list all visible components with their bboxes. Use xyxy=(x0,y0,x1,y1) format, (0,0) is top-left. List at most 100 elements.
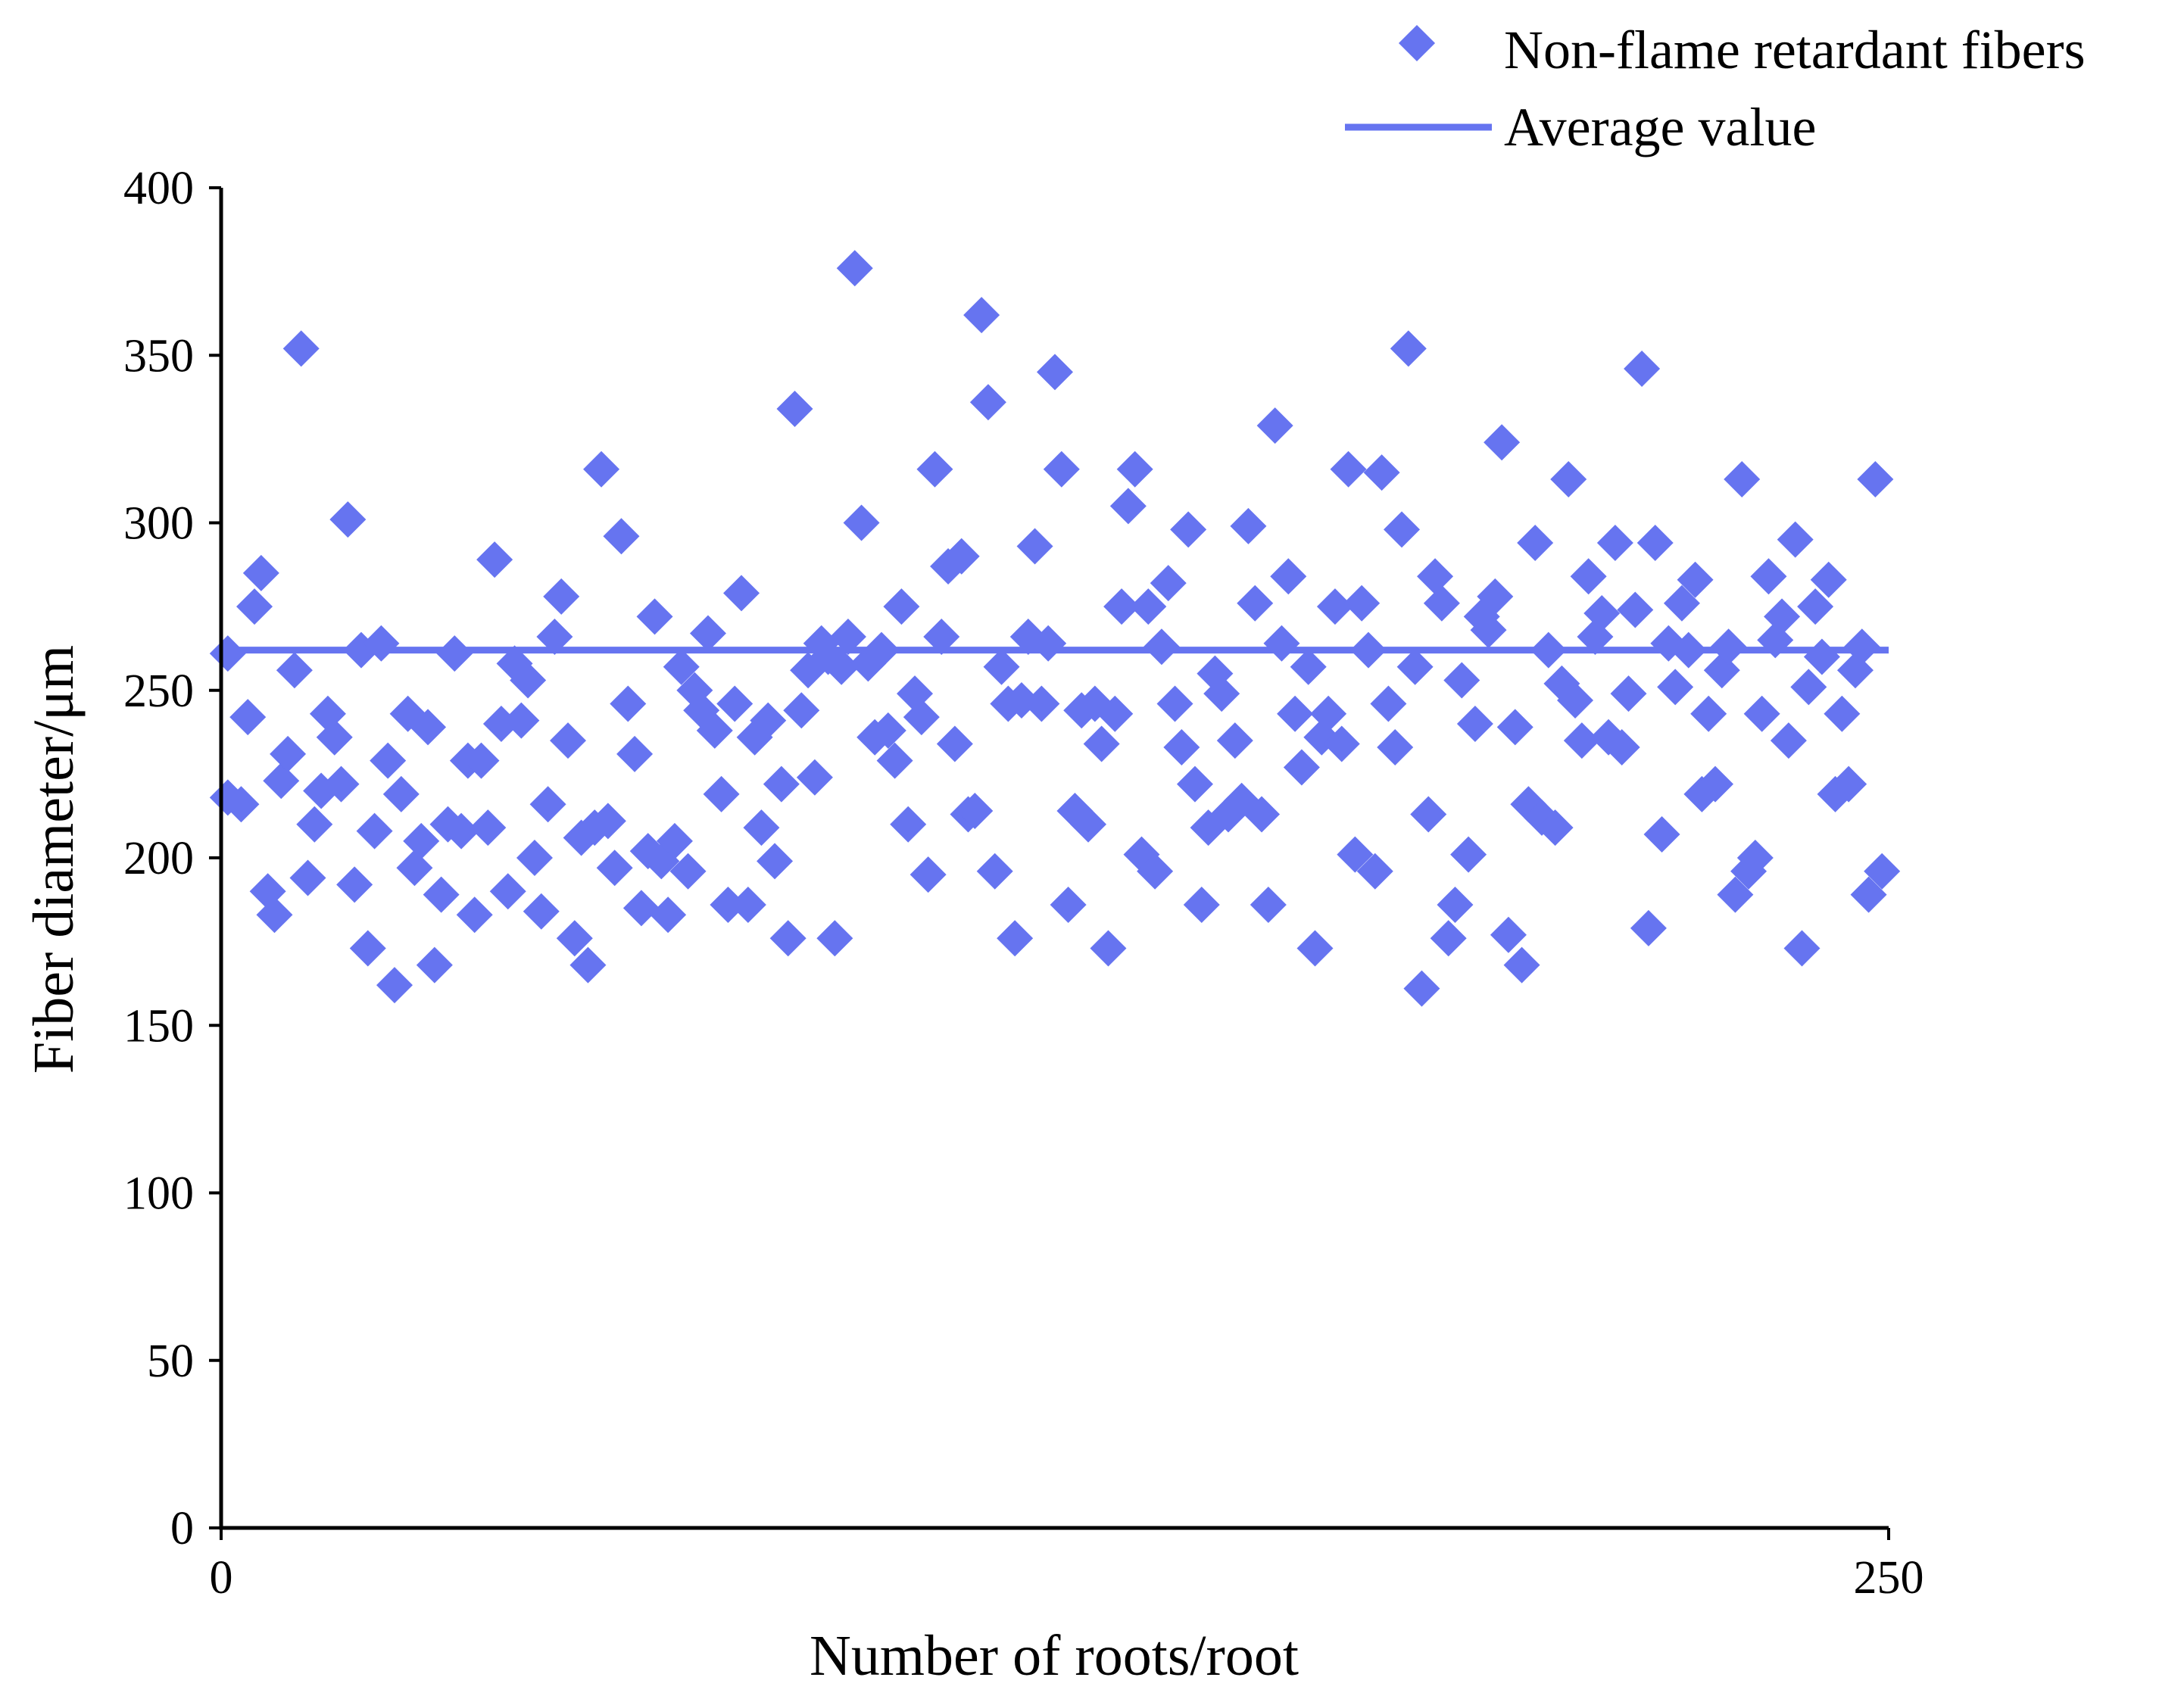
data-point-diamond xyxy=(1810,561,1847,598)
data-point-diamond xyxy=(656,822,693,859)
data-point-diamond xyxy=(236,588,273,625)
data-point-diamond xyxy=(890,806,927,843)
data-point-diamond xyxy=(1603,728,1640,765)
data-point-diamond xyxy=(816,920,853,957)
data-point-diamond xyxy=(1256,407,1293,444)
data-point-diamond xyxy=(923,618,960,655)
data-point-diamond xyxy=(1850,876,1887,913)
data-point-diamond xyxy=(650,896,687,934)
data-point-diamond xyxy=(489,873,526,910)
data-point-diamond xyxy=(1777,521,1814,558)
data-point-diamond xyxy=(289,859,326,896)
data-point-diamond xyxy=(783,692,820,729)
data-point-diamond xyxy=(523,893,560,930)
data-point-diamond xyxy=(1696,765,1733,803)
data-point-diamond xyxy=(349,930,386,967)
data-point-diamond xyxy=(1864,853,1901,890)
data-point-diamond xyxy=(1363,454,1400,491)
data-point-diamond xyxy=(256,896,293,934)
data-point-diamond xyxy=(1797,588,1834,625)
data-point-diamond xyxy=(916,450,953,488)
data-point-diamond xyxy=(1423,585,1460,622)
data-point-diamond xyxy=(316,719,353,756)
data-point-diamond xyxy=(543,578,580,615)
data-point-diamond xyxy=(1450,836,1487,873)
data-point-diamond xyxy=(1563,722,1600,759)
data-point-diamond xyxy=(1736,840,1774,876)
data-point-diamond xyxy=(1384,511,1421,548)
data-point-diamond xyxy=(1263,625,1300,662)
data-point-diamond xyxy=(1310,695,1347,732)
data-point-diamond xyxy=(723,575,760,612)
data-point-diamond xyxy=(1137,853,1174,890)
data-point-diamond xyxy=(456,896,493,934)
data-point-diamond xyxy=(1290,648,1327,685)
data-point-diamond xyxy=(329,501,367,538)
y-axis-title: Fiber diameter/μm xyxy=(22,645,86,1074)
data-point-diamond xyxy=(843,504,880,541)
data-point-diamond xyxy=(1790,669,1827,706)
data-point-diamond xyxy=(1316,588,1353,625)
data-point-diamond xyxy=(1537,809,1574,846)
data-point-diamond xyxy=(903,699,940,736)
data-point-diamond xyxy=(1557,682,1594,719)
data-point-diamond xyxy=(757,843,794,880)
data-point-diamond xyxy=(1070,806,1107,843)
data-point-diamond xyxy=(1270,558,1307,595)
data-point-diamond xyxy=(423,876,460,913)
data-point-diamond xyxy=(1323,725,1360,762)
x-tick-label: 0 xyxy=(210,1552,233,1604)
data-point-diamond xyxy=(1783,930,1821,967)
data-point-diamond xyxy=(1343,585,1381,622)
data-point-diamond xyxy=(1624,350,1661,387)
data-point-diamond xyxy=(1570,558,1607,595)
data-point-diamond xyxy=(603,518,640,555)
data-point-diamond xyxy=(883,588,920,625)
data-point-diamond xyxy=(1657,669,1694,706)
data-point-diamond xyxy=(550,722,587,759)
data-point-diamond xyxy=(1330,450,1367,488)
data-point-diamond xyxy=(729,886,766,923)
data-point-diamond xyxy=(1596,525,1633,562)
data-point-diamond xyxy=(703,775,740,812)
data-point-diamond xyxy=(769,920,807,957)
data-point-diamond xyxy=(776,391,813,428)
data-point-diamond xyxy=(869,712,906,749)
data-point-diamond xyxy=(1170,511,1207,548)
data-point-diamond xyxy=(1517,525,1554,562)
data-point-diamond xyxy=(1377,728,1414,765)
data-point-diamond xyxy=(963,297,1000,334)
data-point-diamond xyxy=(763,765,800,803)
data-point-diamond xyxy=(1830,765,1867,803)
x-tick-label: 250 xyxy=(1854,1552,1924,1604)
data-point-diamond xyxy=(596,850,633,887)
data-point-diamond xyxy=(943,538,980,575)
data-point-diamond xyxy=(1097,695,1134,732)
y-tick-label: 100 xyxy=(123,1168,194,1220)
data-point-diamond xyxy=(270,735,307,772)
data-point-diamond xyxy=(1250,886,1287,923)
data-point-diamond xyxy=(743,809,780,846)
data-point-diamond xyxy=(476,541,513,578)
data-point-diamond xyxy=(1437,886,1474,923)
data-point-diamond xyxy=(909,856,947,893)
data-point-diamond xyxy=(616,735,654,772)
data-point-diamond xyxy=(1410,796,1447,833)
legend: Non-flame retardant fibers Average value xyxy=(1345,20,2086,157)
legend-marker-diamond-icon xyxy=(1398,24,1436,62)
data-point-diamond xyxy=(1277,695,1314,732)
data-point-diamond xyxy=(1496,709,1533,746)
plot-area xyxy=(209,250,1901,1007)
data-point-diamond xyxy=(1356,853,1393,890)
data-point-diamond xyxy=(1130,588,1167,625)
data-point-diamond xyxy=(823,648,860,685)
data-point-diamond xyxy=(1743,695,1780,732)
y-tick-label: 50 xyxy=(147,1336,194,1387)
legend-label-scatter: Non-flame retardant fibers xyxy=(1504,20,2086,80)
data-point-diamond xyxy=(796,759,833,796)
data-point-diamond xyxy=(1203,675,1240,712)
data-point-diamond xyxy=(1643,816,1680,853)
data-point-diamond xyxy=(1857,460,1894,497)
data-point-diamond xyxy=(1403,970,1440,1007)
